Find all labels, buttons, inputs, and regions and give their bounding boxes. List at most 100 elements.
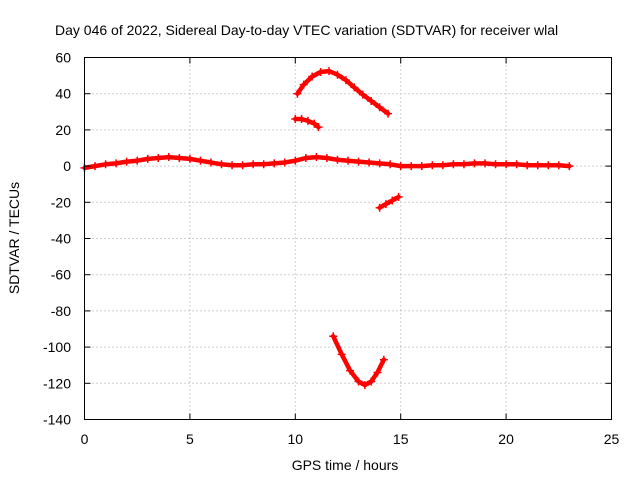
data-point [438, 161, 447, 170]
x-tick-label: 0 [81, 431, 89, 447]
data-point [185, 154, 194, 163]
chart-title: Day 046 of 2022, Sidereal Day-to-day VTE… [55, 22, 558, 38]
data-point [101, 160, 110, 169]
data-point [379, 355, 388, 364]
x-tick-label: 5 [186, 431, 194, 447]
data-point [544, 161, 553, 170]
data-point [367, 377, 376, 386]
data-point [314, 123, 323, 132]
series-upper-arc [295, 68, 391, 116]
data-point [470, 159, 479, 168]
data-point [291, 156, 300, 165]
data-series-group [80, 67, 574, 390]
data-point [143, 154, 152, 163]
x-tick-label: 25 [604, 431, 620, 447]
x-tick-labels: 0 5 10 15 20 25 [81, 431, 620, 447]
data-point [394, 192, 403, 201]
data-point [386, 160, 395, 169]
data-point [523, 161, 532, 170]
y-tick-label: -100 [43, 339, 71, 355]
data-point [270, 159, 279, 168]
data-point [388, 196, 397, 205]
x-axis-title: GPS time / hours [292, 457, 399, 473]
data-point [310, 119, 319, 128]
data-point [459, 160, 468, 169]
y-tick-label: 60 [55, 50, 71, 66]
data-point [512, 160, 521, 169]
data-point [299, 80, 308, 89]
data-point [122, 157, 131, 166]
data-point [133, 156, 142, 165]
data-point [502, 160, 511, 169]
data-point [367, 96, 376, 105]
data-point [375, 103, 384, 112]
data-point [91, 162, 100, 171]
y-tick-label: -80 [51, 303, 71, 319]
data-point [396, 162, 405, 171]
data-point [333, 155, 342, 164]
data-point [360, 381, 369, 390]
data-point [297, 115, 306, 124]
data-point [375, 203, 384, 212]
y-tick-label: -40 [51, 231, 71, 247]
data-point [249, 160, 258, 169]
data-point [333, 70, 342, 79]
data-point [407, 162, 416, 171]
data-point [554, 161, 563, 170]
data-point [259, 160, 268, 169]
series-lower-arc [330, 333, 387, 388]
data-point [164, 153, 173, 162]
data-point [350, 83, 359, 92]
data-point [384, 109, 393, 118]
y-tick-label: -120 [43, 375, 71, 391]
data-point [316, 67, 325, 76]
data-point [341, 76, 350, 85]
y-tick-label: -140 [43, 412, 71, 428]
data-point [354, 377, 363, 386]
data-point [358, 90, 367, 99]
data-point [381, 200, 390, 209]
data-point [303, 116, 312, 125]
data-point [417, 162, 426, 171]
data-point [308, 72, 317, 81]
data-point [428, 161, 437, 170]
data-point [325, 67, 334, 76]
data-point [206, 158, 215, 167]
data-point [354, 157, 363, 166]
y-tick-label: -60 [51, 267, 71, 283]
data-point [238, 161, 247, 170]
data-point [491, 160, 500, 169]
data-point [337, 350, 346, 359]
x-tick-label: 15 [393, 431, 409, 447]
data-point [196, 156, 205, 165]
data-point [373, 368, 382, 377]
data-point [228, 161, 237, 170]
data-point [375, 159, 384, 168]
data-point [301, 153, 310, 162]
data-point [312, 153, 321, 162]
data-point [365, 158, 374, 167]
y-axis-title: SDTVAR / TECUs [6, 182, 22, 294]
data-point [344, 156, 352, 165]
data-point [481, 159, 490, 168]
data-point [280, 158, 289, 167]
y-tick-label: 40 [55, 86, 71, 102]
data-point [175, 153, 184, 162]
data-point [293, 89, 302, 98]
data-point [346, 366, 355, 375]
data-point [565, 162, 574, 171]
y-tick-label: -20 [51, 194, 71, 210]
x-tick-label: 20 [498, 431, 514, 447]
data-point [217, 160, 226, 169]
data-point [329, 332, 338, 341]
data-point [449, 160, 458, 169]
series-short-segment-negative [377, 194, 401, 210]
axis-ticks [84, 57, 612, 420]
y-tick-label: 0 [63, 158, 71, 174]
x-tick-label: 10 [288, 431, 304, 447]
data-point [322, 153, 331, 162]
y-tick-labels: -140 -120 -100 -80 -60 -40 -20 0 20 40 60 [43, 50, 71, 428]
data-point [154, 153, 163, 162]
data-point [533, 161, 542, 170]
